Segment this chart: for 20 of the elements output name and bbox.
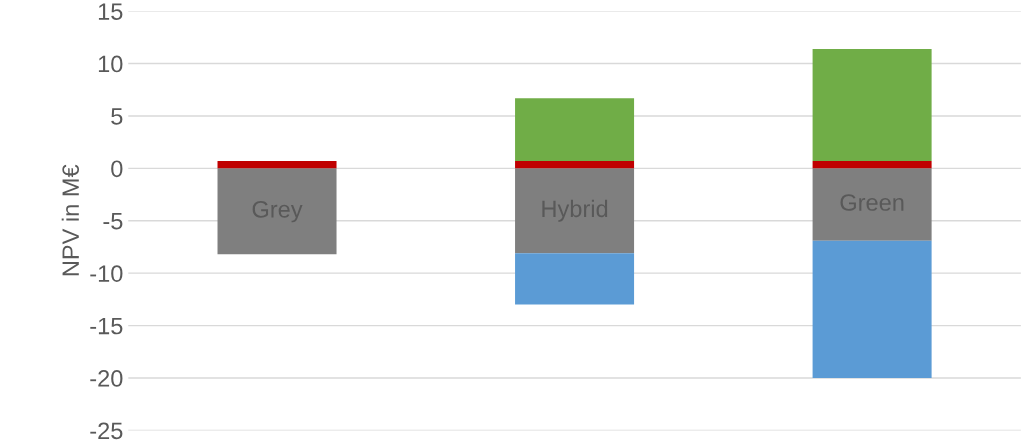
y-tick-label: 10 [98, 55, 123, 73]
y-tick-label: -15 [90, 317, 123, 335]
bar [515, 253, 635, 305]
y-tick-label: 0 [111, 160, 123, 178]
bar [217, 168, 337, 255]
bar [515, 168, 635, 254]
bar [812, 168, 932, 241]
y-tick-label: -20 [90, 370, 123, 387]
y-tick-label: 5 [111, 108, 123, 125]
y-tick-label: -10 [90, 265, 123, 282]
bar [812, 240, 932, 378]
bar [217, 161, 337, 169]
y-tick-label: -25 [90, 422, 123, 440]
bar [515, 98, 635, 162]
bar [812, 48, 932, 162]
bar [812, 161, 932, 169]
y-axis-title: NPV in M€ [61, 164, 80, 276]
y-tick-label: -5 [103, 213, 123, 230]
y-tick-label: 15 [98, 3, 123, 20]
bar [515, 161, 635, 169]
